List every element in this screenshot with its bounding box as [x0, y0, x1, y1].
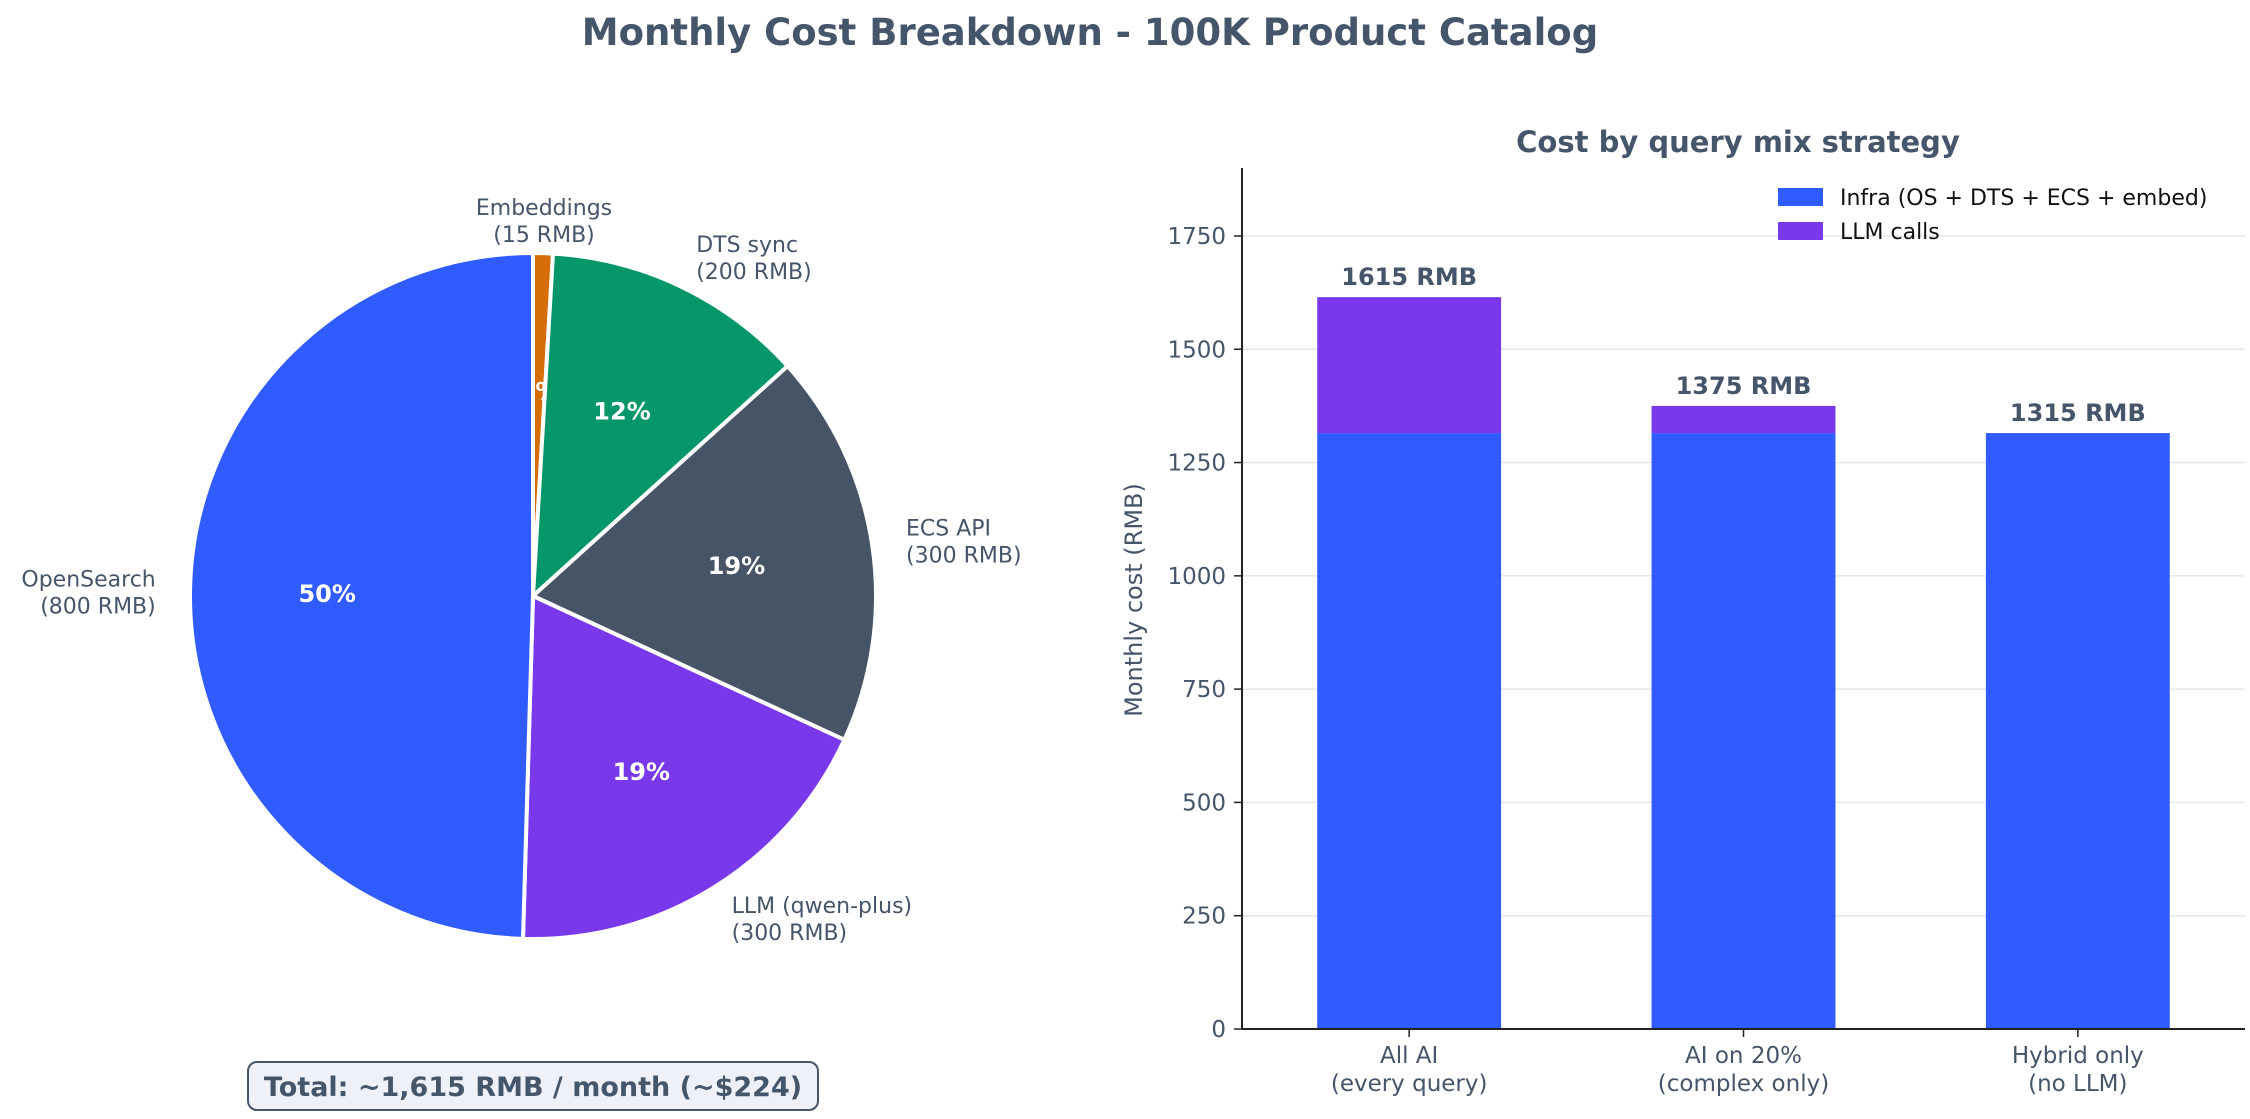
total-box-label: Total: ~1,615 RMB / month (~$224) [264, 1072, 802, 1103]
x-tick-label: All AI [1380, 1043, 1438, 1069]
bar-segment-llm-calls [1317, 297, 1502, 434]
x-tick-label: AI on 20% [1685, 1043, 1802, 1069]
bar-total-label: 1615 RMB [1341, 263, 1477, 291]
y-tick-label: 250 [1182, 904, 1226, 930]
y-tick-label: 1750 [1167, 224, 1226, 250]
x-tick-sublabel: (every query) [1331, 1071, 1488, 1097]
pie-label-name: LLM (qwen-plus) [732, 894, 913, 919]
pie-label-value: (800 RMB) [40, 594, 156, 619]
pie-outer-label-opensearch: OpenSearch(800 RMB) [21, 567, 155, 619]
bar-segment-infra [1651, 433, 1836, 1029]
pie-outer-label-embeddings: Embeddings(15 RMB) [476, 196, 612, 248]
bar-chart-title: Cost by query mix strategy [1516, 125, 1960, 159]
pie-label-value: (200 RMB) [696, 260, 812, 285]
pie-pct-label-dts-sync: 12% [593, 397, 650, 425]
pie-slice-dts-sync [531, 251, 790, 598]
y-tick-label: 500 [1182, 790, 1226, 816]
pie-slice-opensearch [188, 251, 535, 941]
y-tick-label: 1500 [1167, 337, 1226, 363]
pie-label-value: (300 RMB) [906, 543, 1022, 568]
pie-label-name: Embeddings [476, 196, 612, 221]
bar-total-label: 1375 RMB [1676, 372, 1812, 400]
y-tick-label: 750 [1182, 677, 1226, 703]
figure-title: Monthly Cost Breakdown - 100K Product Ca… [582, 11, 1598, 54]
bar-segment-infra [1985, 433, 2170, 1029]
pie-label-name: ECS API [906, 516, 991, 541]
pie-pct-label-llm-qwen-plus: 19% [613, 758, 670, 786]
y-tick-label: 0 [1211, 1017, 1226, 1043]
legend-swatch [1778, 188, 1823, 206]
x-tick-label: Hybrid only [2012, 1043, 2144, 1069]
x-tick-sublabel: (complex only) [1658, 1071, 1829, 1097]
bar-total-label: 1315 RMB [2010, 399, 2146, 427]
total-box-frame [247, 1061, 819, 1111]
pie-outer-label-ecs-api: ECS API(300 RMB) [906, 516, 1022, 568]
pie-label-name: OpenSearch [21, 567, 155, 592]
pie-pct-label-opensearch: 50% [298, 580, 355, 608]
pie-outer-label-llm-qwen-plus: LLM (qwen-plus)(300 RMB) [732, 894, 913, 946]
pie-slice-ecs-api [531, 364, 878, 742]
pie-label-name: DTS sync [696, 233, 798, 258]
bar-chart-ylabel: Monthly cost (RMB) [1120, 483, 1148, 717]
bar-segment-infra [1317, 433, 1502, 1029]
legend-label: Infra (OS + DTS + ECS + embed) [1840, 186, 2207, 211]
legend-swatch [1778, 222, 1823, 240]
pie-label-value: (15 RMB) [493, 223, 595, 248]
y-tick-label: 1250 [1167, 451, 1226, 477]
pie-slice-llm-qwen-plus [520, 594, 847, 941]
y-tick-label: 1000 [1167, 564, 1226, 590]
bar-segment-llm-calls [1651, 405, 1836, 434]
x-tick-sublabel: (no LLM) [2028, 1071, 2127, 1097]
pie-label-value: (300 RMB) [732, 921, 848, 946]
pie-outer-label-dts-sync: DTS sync(200 RMB) [696, 233, 812, 285]
pie-pct-label-ecs-api: 19% [708, 552, 765, 580]
legend-label: LLM calls [1840, 220, 1940, 245]
pie-chart: 1%Embeddings(15 RMB)12%DTS sync(200 RMB)… [21, 196, 1021, 946]
legend: Infra (OS + DTS + ECS + embed) LLM calls [1778, 186, 2207, 245]
bar-chart: Cost by query mix strategy Monthly cost … [1120, 125, 2245, 1097]
total-box: Total: ~1,615 RMB / month (~$224) [247, 1061, 819, 1111]
